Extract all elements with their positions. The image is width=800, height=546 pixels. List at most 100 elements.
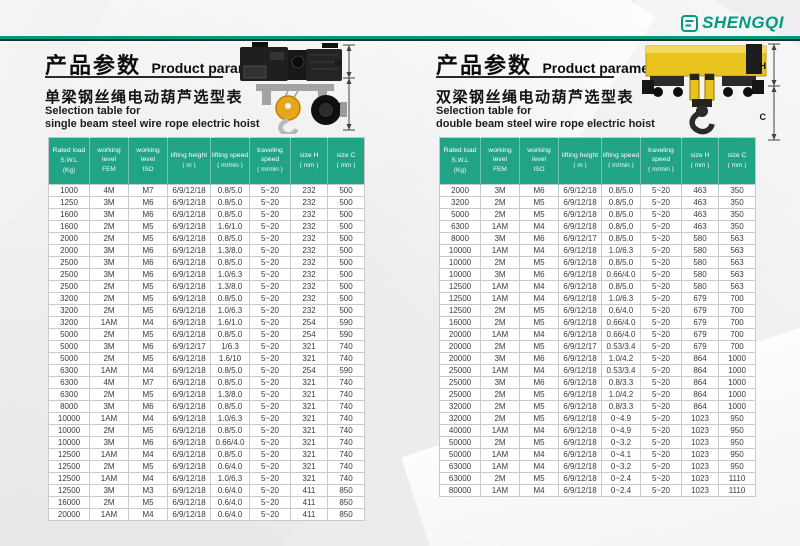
table-cell: 850 <box>327 484 365 497</box>
table-cell: 580 <box>681 256 719 269</box>
table-cell: 63000 <box>439 472 481 485</box>
table-cell: 679 <box>681 292 719 305</box>
table-cell: 1AM <box>480 328 520 341</box>
table-cell: M5 <box>519 388 559 401</box>
table-cell: 0.6/4.0 <box>210 496 250 509</box>
table-cell: 350 <box>718 220 756 233</box>
table-cell: 232 <box>290 184 328 197</box>
title-underline <box>436 76 614 78</box>
table-cell: 5~20 <box>640 352 682 365</box>
table-cell: 6/9/12/18 <box>558 412 602 425</box>
table-row: 16000 2M M5 6/9/12/18 0.6/4.0 5~20 411 850 <box>48 496 365 509</box>
table-cell: M4 <box>519 328 559 341</box>
table-cell: 6/9/12/18 <box>167 316 211 329</box>
table-cell: 0.8/5.0 <box>601 232 641 245</box>
table-cell: 1.3/8.0 <box>210 280 250 293</box>
table-cell: 1.0/6.3 <box>210 472 250 485</box>
table-cell: 3M <box>89 400 129 413</box>
table-cell: M5 <box>519 400 559 413</box>
subtitle-en-line1: Selection table for <box>436 105 532 117</box>
table-cell: 6/9/12/18 <box>558 388 602 401</box>
table-cell: 350 <box>718 184 756 197</box>
table-cell: 10000 <box>439 268 481 281</box>
table-cell: 740 <box>327 352 365 365</box>
table-cell: 1AM <box>480 424 520 437</box>
table-cell: 10000 <box>48 412 90 425</box>
table-cell: 254 <box>290 364 328 377</box>
header-row: Rated load S.W.L (Kg) working level FEM worki… <box>439 137 756 185</box>
table-cell: 1.0/4.2 <box>601 388 641 401</box>
table-cell: 2M <box>89 328 129 341</box>
table-cell: 6/9/12/18 <box>167 232 211 245</box>
table-cell: 5~20 <box>640 436 682 449</box>
table-cell: M5 <box>128 424 168 437</box>
table-cell: 0.8/5.0 <box>601 208 641 221</box>
table-cell: 740 <box>327 472 365 485</box>
table-cell: M6 <box>128 196 168 209</box>
table-cell: M5 <box>128 304 168 317</box>
table-cell: 1110 <box>718 472 756 485</box>
table-cell: M4 <box>128 316 168 329</box>
table-row: 1600 3M M6 6/9/12/18 0.8/5.0 5~20 232 500 <box>48 208 365 221</box>
table-cell: 6/9/12/17 <box>558 232 602 245</box>
table-cell: 950 <box>718 448 756 461</box>
table-cell: 3200 <box>48 316 90 329</box>
table-cell: 740 <box>327 448 365 461</box>
table-cell: 321 <box>290 460 328 473</box>
table-cell: 1AM <box>480 220 520 233</box>
table-cell: 32000 <box>439 400 481 413</box>
table-cell: 5~20 <box>640 412 682 425</box>
table-row: 2000 3M M6 6/9/12/18 1.3/8.0 5~20 232 500 <box>48 244 365 257</box>
table-row: 10000 3M M6 6/9/12/18 0.66/4.0 5~20 321 740 <box>48 436 365 449</box>
table-cell: 232 <box>290 268 328 281</box>
table-cell: 0.8/5.0 <box>601 280 641 293</box>
table-cell: 2M <box>480 256 520 269</box>
table-cell: 10000 <box>48 436 90 449</box>
table-cell: 500 <box>327 208 365 221</box>
table-cell: M3 <box>128 484 168 497</box>
table-cell: 0.53/3.4 <box>601 364 641 377</box>
table-cell: 232 <box>290 220 328 233</box>
table-cell: 2M <box>89 496 129 509</box>
table-cell: 6/9/12/18 <box>558 460 602 473</box>
table-cell: 6/9/12/18 <box>558 316 602 329</box>
table-cell: 463 <box>681 184 719 197</box>
table-cell: 6/9/12/18 <box>167 352 211 365</box>
table-cell: 321 <box>290 340 328 353</box>
table-cell: 321 <box>290 412 328 425</box>
table-cell: 1023 <box>681 412 719 425</box>
table-cell: 6/9/12/18 <box>167 196 211 209</box>
table-cell: 6300 <box>48 364 90 377</box>
table-cell: 6/9/12/18 <box>558 376 602 389</box>
table-cell: 63000 <box>439 460 481 473</box>
table-cell: 12500 <box>439 292 481 305</box>
table-row: 6300 2M M5 6/9/12/18 1.3/8.0 5~20 321 740 <box>48 388 365 401</box>
table-cell: 590 <box>327 364 365 377</box>
table-row: 12500 2M M5 6/9/12/18 0.6/4.0 5~20 679 700 <box>439 304 756 317</box>
table-cell: 2M <box>480 340 520 353</box>
table-cell: 6/9/12/18 <box>558 280 602 293</box>
table-cell: 350 <box>718 208 756 221</box>
table-cell: 5~20 <box>249 448 291 461</box>
table-cell: 1000 <box>718 352 756 365</box>
table-row: 3200 2M M5 6/9/12/18 0.8/5.0 5~20 232 500 <box>48 292 365 305</box>
table-cell: 700 <box>718 340 756 353</box>
table-cell: 0.53/3.4 <box>601 340 641 353</box>
table-cell: 5~20 <box>249 220 291 233</box>
table-cell: 563 <box>718 256 756 269</box>
table-row: 5000 2M M5 6/9/12/18 1.6/10 5~20 321 740 <box>48 352 365 365</box>
table-cell: 740 <box>327 436 365 449</box>
table-cell: 3M <box>89 244 129 257</box>
table-cell: 0.8/5.0 <box>210 256 250 269</box>
table-cell: M5 <box>519 472 559 485</box>
table-cell: 6/9/12/18 <box>167 244 211 257</box>
table-cell: 1.3/8.0 <box>210 244 250 257</box>
table-cell: 411 <box>290 496 328 509</box>
table-cell: 950 <box>718 412 756 425</box>
table-cell: 50000 <box>439 436 481 449</box>
table-row: 2500 3M M6 6/9/12/18 1.0/6.3 5~20 232 500 <box>48 268 365 281</box>
section-title-zh: 产品参数 <box>45 53 142 78</box>
table-cell: 6/9/12/18 <box>167 472 211 485</box>
table-row: 2500 3M M6 6/9/12/18 0.8/5.0 5~20 232 500 <box>48 256 365 269</box>
table-cell: M5 <box>519 436 559 449</box>
